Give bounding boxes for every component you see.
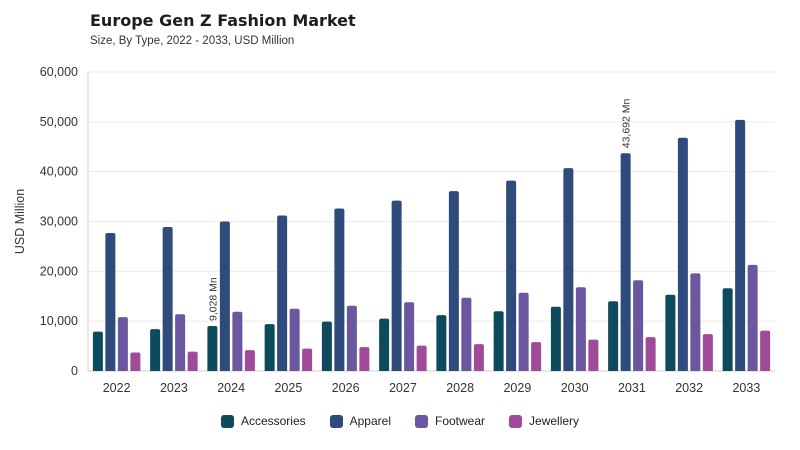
y-tick-label: 40,000 (40, 165, 78, 179)
bar-accessories-2024 (207, 326, 218, 371)
legend-swatch (415, 414, 428, 428)
legend-item-footwear: Footwear (415, 414, 485, 428)
data-label: 43,692 Mn (621, 98, 633, 148)
bar-footwear-2024 (232, 311, 243, 371)
bar-apparel-2026 (334, 208, 345, 371)
bar-apparel-2024 (219, 221, 230, 371)
x-tick-label: 2030 (561, 381, 589, 395)
bar-jewellery-2030 (588, 339, 599, 371)
bar-accessories-2029 (493, 311, 504, 371)
bar-footwear-2026 (346, 305, 357, 371)
chart-subtitle: Size, By Type, 2022 - 2033, USD Million (90, 35, 295, 47)
x-tick-label: 2024 (217, 381, 245, 395)
bar-accessories-2030 (550, 306, 561, 371)
bar-accessories-2028 (436, 315, 447, 371)
y-tick-label: 0 (71, 364, 78, 378)
bar-accessories-2032 (665, 294, 676, 371)
x-tick-label: 2023 (160, 381, 188, 395)
bar-apparel-2029 (506, 180, 517, 371)
y-tick-label: 30,000 (40, 215, 78, 229)
x-tick-label: 2031 (618, 381, 646, 395)
bar-apparel-2025 (277, 215, 288, 371)
bar-jewellery-2023 (187, 351, 198, 371)
bar-footwear-2025 (289, 308, 300, 371)
legend-label: Footwear (435, 414, 486, 428)
bar-footwear-2031 (633, 280, 644, 371)
chart-title: Europe Gen Z Fashion Market (90, 11, 356, 30)
bar-accessories-2026 (321, 321, 332, 371)
x-tick-label: 2029 (503, 381, 531, 395)
x-tick-label: 2026 (332, 381, 360, 395)
bar-footwear-2022 (117, 317, 128, 371)
y-tick-label: 60,000 (40, 65, 78, 79)
bar-accessories-2022 (92, 331, 103, 371)
bar-footwear-2028 (461, 297, 472, 371)
bar-apparel-2022 (105, 232, 116, 371)
bar-accessories-2025 (264, 324, 275, 371)
legend-item-apparel: Apparel (329, 414, 391, 428)
bar-footwear-2027 (404, 302, 415, 371)
x-tick-label: 2022 (103, 381, 131, 395)
y-axis-label: USD Million (13, 189, 27, 254)
bar-jewellery-2025 (302, 348, 313, 371)
bar-accessories-2033 (722, 288, 733, 371)
bar-footwear-2032 (690, 273, 701, 371)
legend-swatch (220, 414, 234, 428)
legend-swatch (329, 414, 343, 428)
x-tick-label: 2027 (389, 381, 417, 395)
bar-apparel-2032 (677, 137, 688, 371)
legend-swatch (509, 414, 523, 428)
bar-apparel-2033 (735, 119, 746, 371)
bar-footwear-2033 (747, 264, 758, 371)
bar-accessories-2027 (379, 318, 390, 371)
legend-label: Apparel (349, 414, 391, 428)
bar-footwear-2029 (518, 292, 529, 371)
bar-jewellery-2028 (473, 344, 484, 371)
legend-item-jewellery: Jewellery (509, 414, 579, 428)
bar-accessories-2031 (608, 301, 619, 371)
x-tick-label: 2032 (675, 381, 703, 395)
bar-jewellery-2022 (130, 352, 141, 371)
bar-footwear-2030 (575, 287, 586, 371)
bar-jewellery-2033 (760, 330, 771, 371)
bar-apparel-2028 (448, 191, 459, 371)
bar-apparel-2027 (391, 200, 402, 371)
bar-jewellery-2026 (359, 347, 370, 371)
bar-apparel-2023 (162, 226, 173, 371)
x-tick-label: 2028 (446, 381, 474, 395)
bar-jewellery-2029 (531, 342, 542, 371)
bar-apparel-2030 (563, 168, 574, 371)
data-label: 9,028 Mn (207, 277, 219, 321)
chart-legend: Accessories Apparel Footwear Jewellery (0, 414, 800, 428)
bar-jewellery-2032 (702, 334, 713, 371)
legend-label: Jewellery (529, 414, 580, 428)
bar-accessories-2023 (150, 329, 161, 371)
bar-apparel-2031 (620, 153, 631, 371)
x-tick-label: 2033 (732, 381, 760, 395)
bar-jewellery-2031 (645, 337, 656, 371)
bar-footwear-2023 (175, 314, 186, 371)
y-tick-label: 20,000 (40, 264, 78, 278)
legend-item-accessories: Accessories (220, 414, 306, 428)
bar-jewellery-2027 (416, 345, 427, 371)
x-tick-label: 2025 (274, 381, 302, 395)
legend-label: Accessories (240, 414, 306, 428)
y-tick-label: 10,000 (40, 314, 78, 328)
y-tick-label: 50,000 (40, 115, 78, 129)
bar-jewellery-2024 (244, 350, 255, 371)
